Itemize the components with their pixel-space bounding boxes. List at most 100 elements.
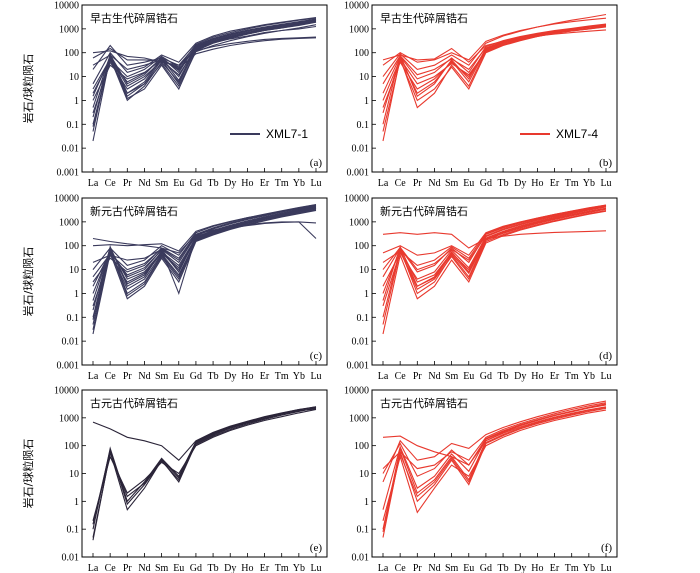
series-line-1 (382, 210, 607, 335)
x-tick-label: Tb (208, 371, 219, 382)
x-tick-label: Yb (583, 563, 595, 573)
series-line-16 (92, 37, 317, 71)
series-line-4 (92, 406, 317, 461)
series-line-8 (92, 16, 317, 85)
x-tick-label: Tm (275, 563, 289, 573)
x-tick-label: Tm (565, 563, 579, 573)
series-line-6 (382, 400, 607, 483)
y-tick-label: 100 (64, 441, 79, 452)
y-tick-label: 0.001 (347, 168, 370, 179)
series-line-8 (382, 25, 607, 132)
x-tick-label: Ho (241, 178, 253, 189)
series-group (92, 204, 317, 335)
panel-f: 10000 1000 100 10 1 0.1 0.01 La Ce Pr Nd Sm Eu Gd Tb Dy… (344, 386, 618, 573)
series-line-11 (382, 26, 607, 101)
x-tick-label: Pr (123, 563, 133, 573)
y-tick-label: 1 (74, 497, 79, 508)
series-line-7 (92, 204, 317, 270)
y-tick-label: 1 (364, 96, 369, 107)
legend-label: XML7-1 (266, 127, 308, 141)
y-tick-label: 0.1 (357, 120, 370, 131)
panel-title: 早古生代碎屑锆石 (380, 11, 468, 25)
series-line-9 (382, 209, 607, 325)
y-tick-label: 1000 (59, 413, 79, 424)
x-tick-label: Sm (155, 371, 169, 382)
x-tick-label: Tb (498, 563, 509, 573)
y-tick-label: 100 (354, 48, 369, 59)
x-tick-label: Tb (498, 371, 509, 382)
series-line-10 (382, 23, 607, 85)
y-tick-label: 10000 (54, 386, 79, 397)
series-line-3 (92, 206, 317, 318)
x-tick-label: Gd (480, 563, 492, 573)
x-tick-label: Nd (138, 178, 150, 189)
legend-label: XML7-4 (556, 127, 598, 141)
y-tick-label: 1000 (59, 217, 79, 228)
panel-a: 10000 1000 100 10 1 0.1 0.01 0.001 La Ce Pr Nd Sm Eu G… (21, 1, 328, 189)
x-tick-label: Gd (190, 178, 202, 189)
y-tick-label: 10 (359, 72, 369, 83)
x-tick-label: Nd (428, 371, 440, 382)
x-tick-label: Yb (293, 563, 305, 573)
y-tick-label: 10000 (344, 1, 369, 12)
y-tick-label: 0.01 (352, 144, 370, 155)
x-tick-label: Ho (531, 178, 543, 189)
series-line-5 (382, 402, 607, 470)
x-tick-label: Dy (514, 563, 526, 573)
series-group (92, 406, 317, 541)
legend: XML7-4 (520, 127, 598, 141)
y-tick-label: 0.01 (62, 553, 80, 564)
x-tick-label: Yb (293, 178, 305, 189)
x-tick-label: La (378, 371, 389, 382)
series-line-16 (92, 207, 317, 311)
series-line-8 (382, 205, 607, 256)
series-line-15 (92, 205, 317, 278)
x-tick-label: Eu (463, 178, 474, 189)
y-tick-label: 0.001 (57, 168, 80, 179)
x-tick-label: Tm (275, 178, 289, 189)
plot-frame (81, 197, 328, 366)
series-line-6 (92, 407, 317, 538)
x-tick-label: Lu (310, 563, 321, 573)
x-tick-label: Pr (413, 563, 423, 573)
series-line-2 (92, 208, 317, 325)
y-axis-label: 岩石/球粒陨石 (21, 439, 35, 509)
panel-letter: (a) (310, 157, 323, 169)
y-tick-label: 1 (74, 96, 79, 107)
series-group (382, 204, 607, 335)
x-tick-label: La (88, 178, 99, 189)
x-tick-label: Gd (190, 563, 202, 573)
x-tick-label: Er (550, 178, 560, 189)
x-tick-label: Tb (208, 563, 219, 573)
y-tick-label: 10 (359, 469, 369, 480)
x-tick-label: Ce (395, 178, 407, 189)
x-tick-label: Eu (173, 178, 184, 189)
x-tick-label: Lu (310, 371, 321, 382)
x-tick-label: Sm (445, 371, 459, 382)
x-tick-label: Ce (395, 563, 407, 573)
y-tick-label: 1000 (349, 24, 369, 35)
x-tick-label: Pr (123, 178, 133, 189)
x-tick-label: Gd (190, 371, 202, 382)
panel-b: 10000 1000 100 10 1 0.1 0.01 0.001 La Ce Pr Nd Sm Eu G… (344, 1, 618, 189)
x-tick-label: Sm (155, 178, 169, 189)
series-line-13 (92, 206, 317, 296)
x-tick-label: Ho (531, 563, 543, 573)
x-tick-label: Tm (275, 371, 289, 382)
panel-title: 新元古代碎屑锆石 (380, 204, 468, 218)
series-line-5 (382, 13, 607, 77)
y-tick-label: 0.01 (352, 337, 370, 348)
x-tick-label: Ce (395, 371, 407, 382)
panel-title: 古元古代碎屑锆石 (90, 396, 178, 410)
series-line-9 (382, 406, 607, 533)
x-tick-label: Ce (105, 371, 117, 382)
x-tick-label: Ho (531, 371, 543, 382)
x-tick-label: Er (260, 371, 270, 382)
y-tick-label: 100 (64, 48, 79, 59)
panel-e: 10000 1000 100 10 1 0.1 0.01 La Ce Pr Nd Sm Eu Gd Tb Dy… (21, 386, 328, 573)
series-line-3 (382, 409, 607, 521)
y-tick-label: 0.001 (347, 361, 370, 372)
series-line-3 (92, 408, 317, 521)
y-tick-label: 10000 (344, 386, 369, 397)
x-tick-label: Gd (480, 178, 492, 189)
